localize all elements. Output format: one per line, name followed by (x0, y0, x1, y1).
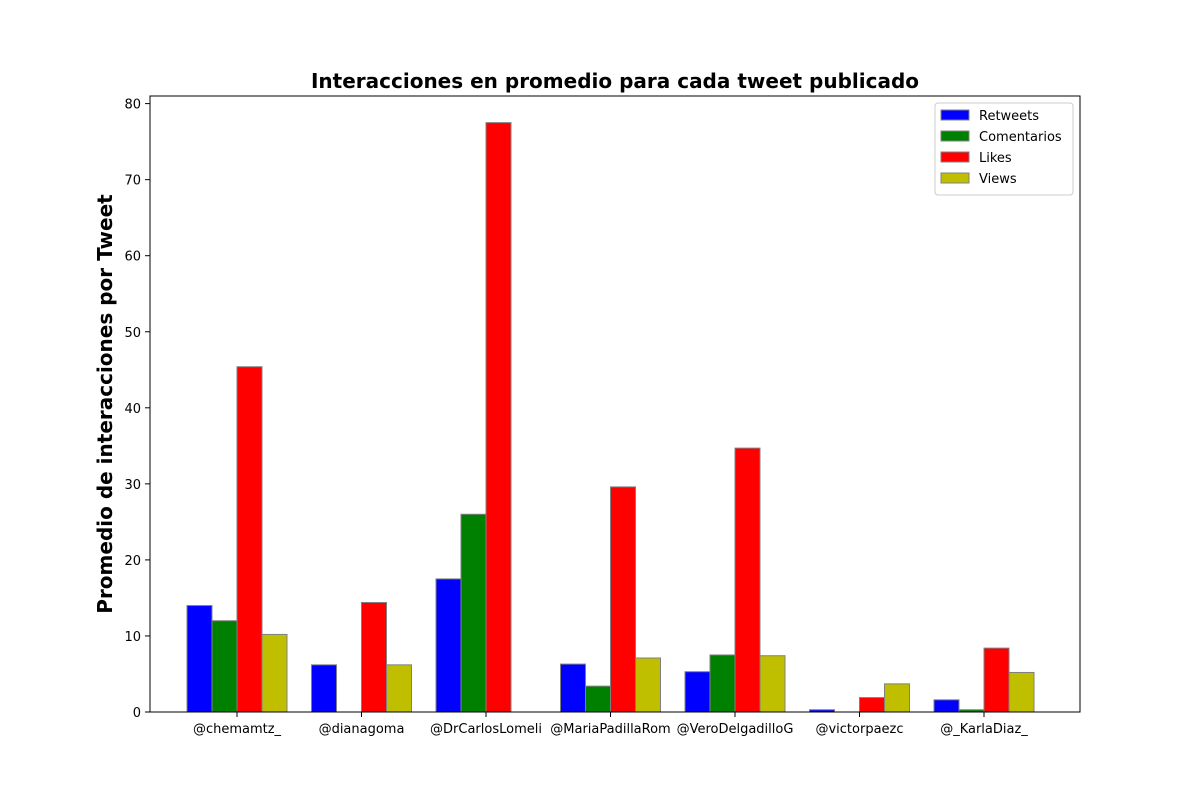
bar-retweets-0 (186, 605, 213, 713)
chart-title: Interacciones en promedio para cada twee… (311, 69, 919, 93)
y-tick-label: 30 (124, 478, 141, 493)
y-tick-label: 80 (124, 98, 141, 113)
bar-likes-0 (236, 366, 263, 713)
bar-views-4 (759, 655, 786, 713)
x-tick-label: @VeroDelgadilloG (677, 722, 794, 737)
bar-likes-1 (361, 601, 387, 713)
x-tick-label: @victorpaezc (815, 722, 903, 737)
y-tick-label: 70 (124, 174, 141, 189)
y-tick-label: 60 (124, 250, 141, 265)
bar-views-5 (884, 683, 910, 713)
axes-group: @chemamtz_ @dianagoma @DrCarlosLomeli @Mari… (124, 95, 1081, 737)
y-tick-label: 10 (124, 630, 141, 645)
legend-swatch-comentarios (940, 130, 970, 142)
bar-likes-5 (859, 697, 885, 713)
bar-retweets-6 (933, 699, 960, 713)
bar-retweets-4 (684, 671, 711, 713)
y-tick-label: 40 (124, 402, 141, 417)
bar-comentarios-0 (211, 620, 238, 713)
bar-views-0 (261, 633, 288, 713)
x-tick-label: @dianagoma (319, 722, 405, 737)
bar-views-3 (635, 657, 661, 713)
bar-likes-2 (485, 122, 512, 713)
legend-label-retweets: Retweets (979, 109, 1039, 124)
y-axis-label: Promedio de interacciones por Tweet (93, 194, 117, 614)
y-tick-label: 0 (133, 706, 141, 721)
bar-views-1 (386, 664, 412, 713)
x-tick-label: @DrCarlosLomeli (430, 722, 542, 737)
bar-comentarios-4 (709, 654, 736, 713)
bar-comentarios-2 (460, 513, 487, 713)
legend-label-views: Views (979, 172, 1017, 187)
bar-views-6 (1008, 671, 1035, 713)
legend-label-likes: Likes (979, 151, 1012, 166)
bar-likes-3 (610, 486, 636, 713)
bar-comentarios-3 (585, 685, 611, 713)
bar-retweets-1 (311, 664, 337, 713)
x-tick-label: @MariaPadillaRom (550, 722, 670, 737)
legend-box (934, 102, 1074, 196)
legend-swatch-likes (940, 151, 970, 163)
y-tick-label: 20 (124, 554, 141, 569)
plot-frame (149, 95, 1081, 713)
x-tick-label: @_KarlaDiaz_ (940, 722, 1028, 737)
legend-swatch-retweets (940, 109, 970, 121)
bar-retweets-2 (435, 578, 462, 713)
bar-retweets-3 (560, 663, 586, 713)
bar-likes-4 (734, 447, 761, 713)
y-tick-label: 50 (124, 326, 141, 341)
legend-label-comentarios: Comentarios (979, 130, 1062, 145)
bar-likes-6 (983, 647, 1010, 713)
bars-group (186, 122, 1035, 713)
legend-swatch-views (940, 172, 970, 184)
x-tick-label: @chemamtz_ (193, 722, 282, 737)
legend: Retweets Comentarios Likes Views (934, 102, 1074, 196)
